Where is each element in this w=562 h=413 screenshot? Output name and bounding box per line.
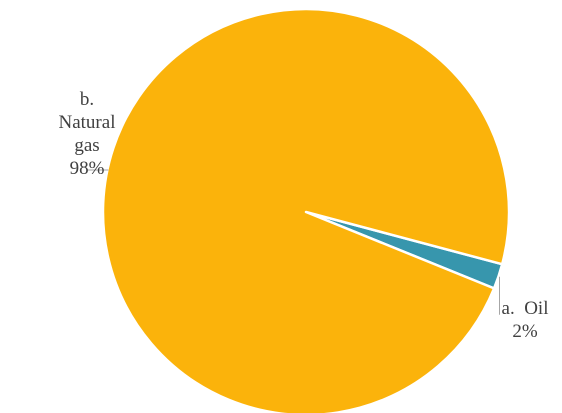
slice-label-oil-category: Oil [524, 298, 549, 319]
slice-label-natural-gas-name-1: Natural [58, 112, 116, 133]
slice-label-oil: a. Oil 2% [488, 297, 562, 343]
slice-label-natural-gas-prefix: b. [79, 89, 95, 110]
slice-label-natural-gas-name-2: gas [74, 135, 100, 156]
pie-slice-natural-gas [101, 7, 511, 413]
slice-label-natural-gas: b. Natural gas 98% [38, 88, 136, 180]
slice-label-oil-name: a. Oil [488, 297, 562, 320]
slice-label-oil-percent: 2% [512, 321, 538, 342]
slice-label-oil-prefix: a. [501, 298, 515, 319]
slice-label-natural-gas-percent: 98% [69, 158, 105, 179]
